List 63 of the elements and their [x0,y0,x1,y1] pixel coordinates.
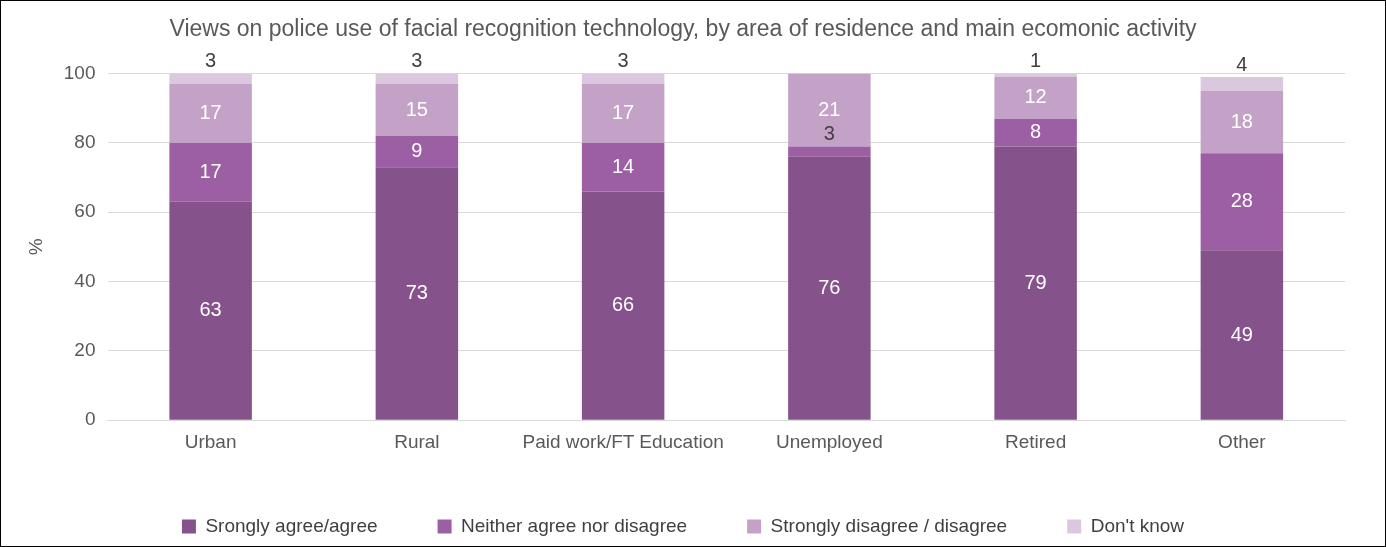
legend-label: Strongly disagree / disagree [770,514,1008,536]
bar [375,73,459,84]
x-tick-label: Other [1218,430,1267,452]
bar [581,142,665,192]
bar [169,73,252,84]
data-label: 17 [199,159,222,182]
data-label: 17 [199,100,222,123]
bar [375,84,459,136]
data-label: 3 [617,49,629,72]
bar [581,73,665,84]
x-tick-label: Urban [184,430,237,452]
bar [169,142,252,202]
x-tick-label: Rural [394,430,440,452]
data-label: 4 [1236,52,1248,75]
bar [788,73,871,147]
bar [375,135,459,168]
data-label: 8 [1030,120,1042,143]
bar [581,84,665,143]
data-label: 79 [1024,270,1047,293]
data-label: 1 [1030,49,1042,72]
bar [581,191,665,420]
y-tick-label: 20 [74,339,96,361]
x-tick-label: Unemployed [776,430,883,452]
bar [994,118,1077,147]
y-tick-label: 80 [74,131,96,153]
data-label: 12 [1024,85,1047,108]
legend-label: Don't know [1090,514,1185,536]
bar [375,167,459,420]
y-axis-title: % [24,238,46,256]
data-label: 3 [411,49,423,72]
bar [1200,77,1284,91]
data-label: 21 [818,97,841,120]
data-label: 3 [205,49,217,72]
data-label: 66 [612,293,635,316]
data-label: 9 [411,139,423,162]
y-tick-label: 0 [84,408,96,430]
data-label: 28 [1230,189,1253,212]
data-label: 3 [823,121,835,144]
y-tick-label: 60 [74,200,96,222]
data-label: 15 [405,97,428,120]
data-label: 17 [612,100,635,123]
y-tick-label: 100 [63,61,96,83]
data-label: 18 [1230,109,1253,132]
data-label: 49 [1230,322,1253,345]
legend-label: Neither agree nor disagree [461,514,688,536]
bar [994,77,1077,119]
data-label: 76 [818,275,841,298]
bar [788,156,871,420]
x-tick-label: Paid work/FT Education [522,430,724,452]
data-label: 63 [199,298,222,321]
bar [1200,153,1284,251]
bar [1200,250,1284,420]
bar [1200,90,1284,154]
chart-title: Views on police use of facial recognition technology, by area of residence and main ecomonic activity [169,15,1198,42]
legend-label: Srongly agree/agree [205,514,378,536]
data-label: 14 [612,154,635,177]
data-label: 73 [405,280,428,303]
bar [169,84,252,143]
x-tick-label: Retired [1005,430,1067,452]
bar [169,201,252,420]
y-tick-label: 40 [74,269,96,291]
bar [994,146,1077,420]
bar [788,146,871,157]
